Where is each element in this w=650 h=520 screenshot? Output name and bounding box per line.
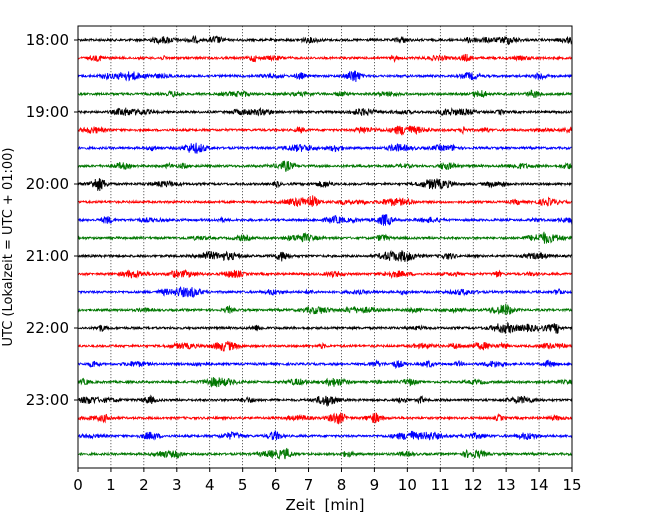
y-tick-label: 21:00 <box>26 247 69 265</box>
seismogram-trace <box>77 394 573 408</box>
seismogram-trace <box>77 70 573 82</box>
x-tick-label: 14 <box>530 476 549 494</box>
seismogram-trace <box>78 195 573 207</box>
seismogram-trace <box>77 231 573 244</box>
y-tick-label: 19:00 <box>26 103 69 121</box>
seismogram-trace <box>77 303 573 316</box>
x-tick-label: 12 <box>464 476 483 494</box>
seismogram-trace <box>77 377 573 388</box>
x-tick-label: 9 <box>370 476 380 494</box>
seismogram-trace <box>77 125 573 136</box>
seismogram-trace <box>77 53 573 64</box>
seismogram-trace <box>77 411 573 425</box>
seismogram-trace <box>77 285 573 299</box>
x-tick-label: 2 <box>139 476 149 494</box>
x-tick-label: 4 <box>205 476 215 494</box>
y-axis-label: UTC (Lokalzeit = UTC + 01:00) <box>1 148 16 347</box>
seismogram-trace <box>77 214 573 226</box>
x-tick-label: 0 <box>73 476 83 494</box>
seismogram-trace <box>77 321 573 335</box>
seismogram-trace <box>77 340 573 352</box>
seismogram-trace <box>77 89 573 99</box>
plot-frame <box>77 25 573 469</box>
seismogram-trace <box>77 430 573 441</box>
y-tick-label: 23:00 <box>26 391 69 409</box>
x-tick-label: 8 <box>337 476 347 494</box>
x-tick-label: 1 <box>106 476 116 494</box>
y-tick-label: 18:00 <box>26 31 69 49</box>
seismogram-trace <box>77 107 573 117</box>
x-axis-label: Zeit [min] <box>285 496 364 514</box>
seismogram-trace <box>77 359 573 370</box>
seismogram-trace <box>77 269 573 280</box>
y-tick-label: 20:00 <box>26 175 69 193</box>
seismogram-trace <box>77 249 573 263</box>
y-axis-ticks: 18:00 19:00 20:00 21:00 22:00 23:00 <box>26 31 78 409</box>
seismogram-traces <box>77 34 573 460</box>
x-axis-ticks: 0 1 2 3 4 5 6 7 8 9 10 11 12 13 14 15 <box>73 468 582 494</box>
seismogram-trace <box>77 178 573 191</box>
x-tick-label: 5 <box>238 476 248 494</box>
y-tick-label: 22:00 <box>26 319 69 337</box>
plot-background <box>78 26 572 468</box>
x-tick-label: 15 <box>562 476 581 494</box>
x-tick-label: 3 <box>172 476 182 494</box>
x-tick-label: 13 <box>497 476 516 494</box>
x-tick-label: 10 <box>398 476 417 494</box>
x-tick-label: 11 <box>431 476 450 494</box>
seismogram-trace <box>77 34 573 46</box>
seismogram-trace <box>77 160 573 172</box>
x-tick-label: 6 <box>271 476 281 494</box>
x-tick-label: 7 <box>304 476 314 494</box>
seismogram-trace <box>77 447 573 460</box>
seismogram-trace <box>77 142 573 154</box>
